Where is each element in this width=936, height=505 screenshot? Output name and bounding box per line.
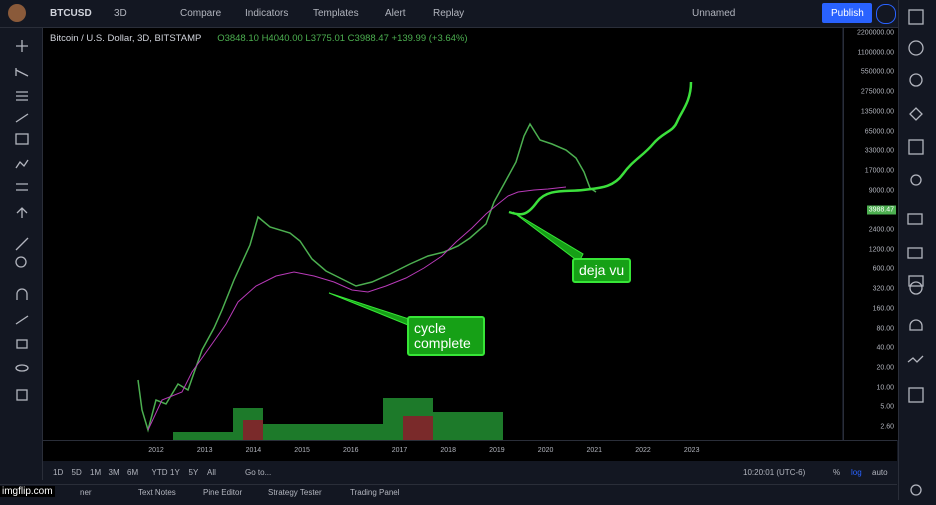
toolbar-button[interactable]: Templates xyxy=(313,8,359,19)
publish-label[interactable]: Publish xyxy=(831,8,864,19)
legend-title[interactable]: Bitcoin / U.S. Dollar, 3D, BITSTAMP xyxy=(50,33,202,44)
price-label: 40.00 xyxy=(876,344,894,352)
last-price-label: 3988.47 xyxy=(866,205,896,215)
year-label: 2021 xyxy=(586,447,603,454)
panel-tab[interactable]: Pine Editor xyxy=(203,488,243,497)
projection-line xyxy=(508,81,693,216)
price-label: 2400.00 xyxy=(868,226,894,234)
tabs-bar: ner Text Notes Pine Editor Strategy Tester T… xyxy=(0,484,897,501)
toolbar-button[interactable]: Compare xyxy=(180,8,222,19)
toolbar-button[interactable]: Indicators xyxy=(245,8,289,19)
price-label: 2.60 xyxy=(880,423,894,431)
auto-toggle[interactable]: auto xyxy=(872,468,888,477)
goto-button[interactable]: Go to... xyxy=(245,468,272,477)
price-candles xyxy=(137,122,597,433)
range-button[interactable]: 6M xyxy=(127,468,139,477)
year-label: 2017 xyxy=(391,447,408,454)
year-label: 2022 xyxy=(635,447,651,454)
annotation-deja-vu[interactable]: deja vu xyxy=(572,258,632,283)
year-label: 2013 xyxy=(196,447,213,454)
play-button[interactable] xyxy=(876,4,896,24)
layout-name[interactable]: Unnamed xyxy=(692,8,736,19)
price-label: 600.00 xyxy=(872,265,894,273)
price-label: 80.00 xyxy=(876,325,894,332)
price-label: 17000.00 xyxy=(864,167,894,175)
price-label: 160.00 xyxy=(872,305,894,313)
price-label: 33000.00 xyxy=(864,147,894,155)
range-button[interactable]: 1Y xyxy=(170,468,180,477)
price-label: 135000.00 xyxy=(860,108,894,116)
panel-tab[interactable]: Text Notes xyxy=(138,488,176,497)
legend-close: C3988.47 xyxy=(347,33,389,44)
left-toolbar xyxy=(0,28,43,480)
range-button[interactable]: 5D xyxy=(71,468,82,477)
drawing-tools xyxy=(15,40,29,401)
avatar[interactable] xyxy=(8,4,26,22)
year-label: 2020 xyxy=(537,447,554,454)
range-button[interactable]: 5Y xyxy=(188,468,199,477)
price-axis: 2200000.00 1100000.00 550000.00 275000.00 13… xyxy=(843,28,898,440)
range-button[interactable]: 1D xyxy=(53,468,64,477)
year-label: 2023 xyxy=(683,447,700,454)
bottom-bar: 1D 5D 1M 3M 6M YTD 1Y 5Y All Go to... 10:20:01 (UT… xyxy=(43,461,897,483)
year-label: 2019 xyxy=(489,447,505,454)
legend-open: O3848.10 xyxy=(217,33,259,44)
interval[interactable]: 3D xyxy=(114,8,127,19)
sidebar-icons xyxy=(907,9,924,496)
range-button[interactable]: YTD xyxy=(151,468,168,477)
legend-change: +139.99 (+3.64%) xyxy=(391,33,468,44)
moving-average xyxy=(147,186,567,431)
symbol[interactable]: BTCUSD xyxy=(50,8,92,19)
legend-low: L3775.01 xyxy=(305,33,346,44)
top-toolbar: BTCUSD 3D Compare Indicators Templates A… xyxy=(0,0,936,28)
right-sidebar xyxy=(898,0,936,500)
price-label: 320.00 xyxy=(872,285,894,293)
chart-background xyxy=(43,28,842,440)
range-button[interactable]: 3M xyxy=(108,468,120,477)
price-label: 1200.00 xyxy=(868,246,894,254)
price-label: 65000.00 xyxy=(864,128,894,135)
price-label: 9000.00 xyxy=(868,187,894,195)
panel-tab[interactable]: ner xyxy=(80,488,92,497)
annotation-cycle-complete[interactable]: cycle complete xyxy=(407,316,485,356)
price-label: 550000.00 xyxy=(860,68,894,76)
chart-area xyxy=(43,28,842,440)
clock: 10:20:01 (UTC-6) xyxy=(743,468,806,477)
range-button[interactable]: All xyxy=(207,468,216,477)
tool-icons xyxy=(15,40,29,401)
range-button[interactable]: 1M xyxy=(90,468,102,477)
legend-high: H4040.00 xyxy=(261,33,303,44)
price-label: 10.00 xyxy=(876,384,894,392)
panel-tab[interactable]: Strategy Tester xyxy=(268,488,322,497)
price-label: 20.00 xyxy=(876,364,894,372)
year-label: 2012 xyxy=(148,447,164,454)
toolbar-button[interactable]: Replay xyxy=(433,8,465,19)
year-label: 2015 xyxy=(294,447,310,454)
legend: Bitcoin / U.S. Dollar, 3D, BITSTAMP O384… xyxy=(50,33,468,44)
year-label: 2018 xyxy=(440,447,456,454)
year-label: 2014 xyxy=(245,447,262,454)
price-label: 2200000.00 xyxy=(857,29,894,37)
percent-toggle[interactable]: % xyxy=(833,468,841,477)
price-label: 1100000.00 xyxy=(857,49,894,57)
publish-button[interactable] xyxy=(822,3,872,23)
price-label: 5.00 xyxy=(880,403,894,411)
panel-tab[interactable]: Trading Panel xyxy=(350,488,400,497)
volume-bars-down xyxy=(243,416,433,440)
year-label: 2016 xyxy=(343,447,359,454)
toolbar-button[interactable]: Alert xyxy=(385,8,406,19)
price-label: 275000.00 xyxy=(860,88,894,96)
watermark: imgflip.com xyxy=(0,486,55,497)
time-axis: 2012 2013 2014 2015 2016 2017 2018 2019 2020 2021… xyxy=(43,440,897,461)
log-toggle[interactable]: log xyxy=(851,468,862,477)
